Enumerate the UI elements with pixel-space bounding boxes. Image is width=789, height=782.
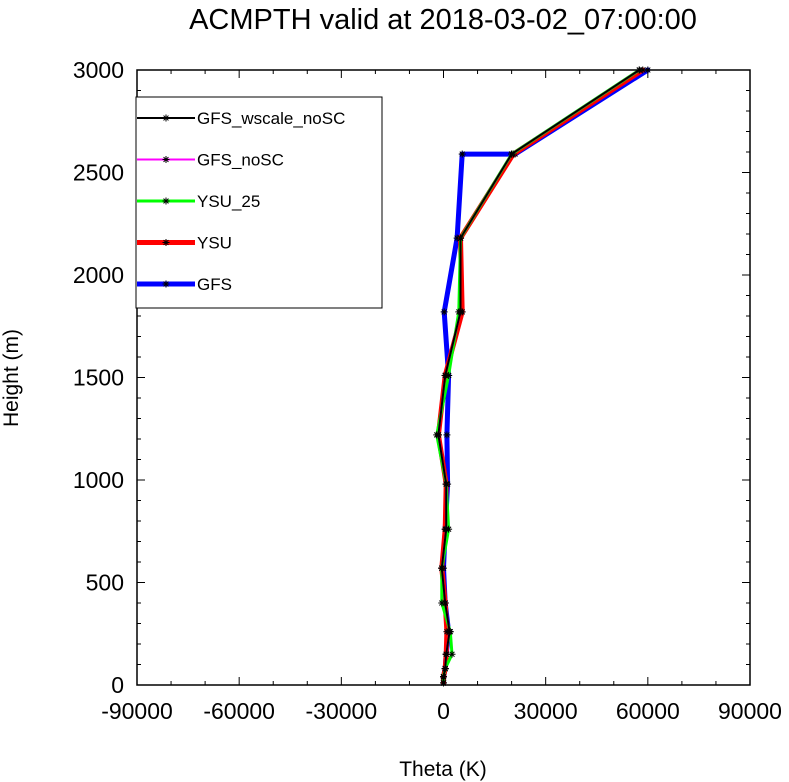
data-point — [448, 650, 456, 658]
data-point — [441, 371, 449, 379]
y-tick-label: 500 — [86, 570, 124, 596]
series-gfs-nosc — [434, 66, 643, 687]
y-tick-label: 3000 — [73, 57, 124, 83]
marker-stroke — [163, 156, 169, 163]
ticks-layer — [136, 69, 751, 686]
legend-marker — [162, 280, 170, 288]
legend-entry: YSU — [137, 234, 232, 253]
legend-marker — [162, 156, 170, 163]
legend-label: YSU_25 — [197, 192, 260, 211]
x-axis-label: Theta (K) — [399, 758, 487, 781]
y-tick-label: 0 — [111, 672, 124, 698]
data-point — [442, 650, 450, 658]
data-point — [457, 234, 465, 242]
y-tick-label: 1000 — [73, 467, 124, 493]
marker-stroke — [443, 651, 450, 658]
series-ysu — [434, 66, 647, 687]
tick-labels-layer: -90000 -60000 -30000 0 30000 60000 90000 0 500 10… — [73, 57, 782, 724]
y-tick-label: 2000 — [73, 262, 124, 288]
legend-label: GFS — [197, 275, 232, 294]
marker-stroke — [446, 628, 453, 635]
series-layer — [433, 66, 652, 687]
legend-label: GFS_wscale_noSC — [197, 109, 345, 128]
y-tick-label: 1500 — [73, 365, 124, 391]
legend: GFS_wscale_noSC GFS_noSC YSU_25 YSU GFS — [137, 109, 345, 294]
marker-stroke — [441, 309, 447, 315]
data-point — [441, 599, 449, 607]
data-point — [434, 431, 442, 439]
data-point — [440, 308, 448, 316]
data-point — [438, 564, 446, 572]
marker-stroke — [443, 526, 450, 533]
legend-entry: GFS_wscale_noSC — [137, 109, 345, 128]
legend-marker — [162, 197, 170, 205]
legend-entry: GFS_noSC — [137, 151, 284, 170]
data-point — [508, 150, 516, 158]
marker-stroke — [442, 600, 449, 606]
x-tick-label: 90000 — [718, 698, 782, 724]
marker-stroke — [459, 151, 466, 157]
series-line — [441, 67, 651, 686]
series-line — [435, 68, 641, 685]
marker-stroke — [163, 239, 169, 246]
marker-stroke — [435, 432, 442, 438]
legend-entry: YSU_25 — [137, 192, 260, 211]
x-tick-label: -90000 — [101, 698, 173, 724]
data-point — [441, 665, 449, 673]
x-tick-label: 30000 — [514, 698, 578, 724]
marker-stroke — [457, 309, 464, 315]
marker-stroke — [163, 281, 169, 287]
legend-marker — [162, 239, 170, 246]
marker-stroke — [438, 565, 445, 571]
series-ysu-25 — [433, 66, 643, 687]
y-axis-label: Height (m) — [0, 329, 23, 427]
marker-stroke — [440, 673, 447, 680]
series-gfs-wscale-nosc — [434, 66, 643, 687]
data-point — [442, 480, 450, 488]
data-point — [458, 150, 466, 158]
data-point — [442, 525, 450, 533]
legend-entry: GFS — [137, 275, 232, 294]
legend-marker — [162, 114, 170, 122]
marker-stroke — [508, 151, 515, 157]
series-line — [437, 69, 641, 684]
marker-stroke — [457, 235, 464, 241]
legend-label: YSU — [197, 234, 232, 253]
legend-label: GFS_noSC — [197, 151, 284, 170]
y-tick-label: 2500 — [73, 160, 124, 186]
data-point — [446, 628, 454, 636]
marker-stroke — [163, 198, 169, 204]
marker-stroke — [449, 651, 455, 658]
series-line — [437, 69, 641, 684]
series-line — [435, 67, 646, 686]
x-tick-label: 60000 — [616, 698, 680, 724]
series-gfs — [440, 66, 652, 687]
x-tick-label: 0 — [437, 698, 450, 724]
x-tick-label: -30000 — [306, 698, 378, 724]
marker-stroke — [442, 372, 449, 379]
data-point — [443, 431, 451, 439]
marker-stroke — [163, 115, 169, 121]
data-point — [457, 308, 465, 316]
chart-title: ACMPTH valid at 2018-03-02_07:00:00 — [189, 4, 697, 36]
marker-stroke — [444, 432, 450, 438]
marker-stroke — [443, 481, 450, 487]
x-tick-label: -60000 — [203, 698, 275, 724]
marker-stroke — [442, 665, 449, 672]
